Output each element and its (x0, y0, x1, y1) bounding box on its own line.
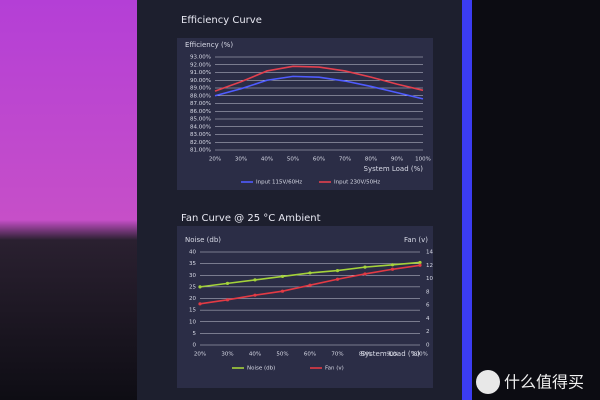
point (363, 265, 367, 269)
y2-tick-label: 4 (426, 316, 430, 322)
point (363, 272, 367, 276)
y2-tick-label: 14 (426, 250, 433, 256)
point (335, 269, 340, 273)
x-axis-label: System Load (%) (364, 165, 424, 173)
y-tick-label: 25 (189, 284, 196, 290)
point (418, 263, 422, 267)
x-tick-label: 20% (209, 157, 221, 163)
y-tick-label: 88.00% (190, 93, 211, 99)
y-tick-label: 30 (189, 273, 196, 279)
y-tick-label: 15 (189, 308, 196, 314)
point (253, 293, 257, 297)
left-glow (0, 0, 140, 400)
watermark-icon (476, 370, 500, 394)
point (390, 263, 395, 267)
chart: Fan Curve @ 25 °C Ambient Noise (db) Fan (… (177, 213, 433, 388)
y-tick-label: 40 (189, 250, 196, 256)
watermark-group: 什么值得买 (476, 370, 584, 394)
y2-tick-label: 2 (426, 329, 430, 335)
point (335, 277, 340, 281)
y-tick-label: 89.00% (190, 86, 211, 92)
y2-tick-label: 10 (426, 276, 433, 282)
x-tick-label: 70% (339, 157, 351, 163)
y-tick-label: 5 (193, 331, 197, 337)
y-tick-label: 93.00% (190, 55, 211, 61)
y-tick-label: 0 (193, 343, 197, 349)
y-tick-label: 92.00% (190, 62, 211, 68)
x-tick-label: 30% (235, 157, 247, 163)
y2-tick-label: 8 (426, 289, 430, 295)
x-axis-label: System Load (%) (361, 350, 421, 358)
point (225, 281, 230, 285)
point (198, 302, 202, 306)
chart-title: Fan Curve @ 25 °C Ambient (181, 213, 321, 224)
y-tick-label: 87.00% (190, 101, 211, 107)
x-tick-label: 30% (221, 352, 233, 358)
series-line (214, 65, 424, 92)
x-tick-label: 60% (304, 352, 316, 358)
chart: Efficiency Curve Efficiency (%) 81.00% 82.0… (177, 15, 433, 190)
point (390, 267, 395, 271)
point (308, 283, 312, 287)
x-tick-label: 90% (386, 352, 398, 358)
point (225, 298, 230, 302)
y-tick-label: 86.00% (190, 109, 211, 115)
x-tick-label: 100% (412, 352, 428, 358)
point (198, 285, 202, 289)
box-edge (462, 0, 472, 400)
chart-panel (177, 226, 433, 388)
legend-label: Fan (v) (325, 366, 344, 372)
legend-label: Noise (db) (247, 366, 275, 372)
x-tick-label: 100% (415, 157, 431, 163)
y-tick-label: 90.00% (190, 78, 211, 84)
y-tick-label: 10 (189, 319, 196, 325)
x-tick-label: 50% (287, 157, 299, 163)
y2-tick-label: 6 (426, 303, 430, 309)
point (253, 278, 257, 282)
y-tick-label: 35 (189, 261, 196, 267)
x-tick-label: 90% (391, 157, 403, 163)
y2-tick-label: 12 (426, 263, 433, 269)
watermark: 什么值得买 (504, 373, 584, 392)
x-tick-label: 60% (313, 157, 325, 163)
x-tick-label: 40% (261, 157, 273, 163)
series-line (214, 75, 424, 100)
x-tick-label: 40% (249, 352, 261, 358)
x-tick-label: 20% (194, 352, 206, 358)
x-tick-label: 50% (276, 352, 288, 358)
point (418, 260, 422, 265)
y-tick-label: 85.00% (190, 117, 211, 123)
y-tick-label: 91.00% (190, 70, 211, 76)
y-tick-label: 83.00% (190, 132, 211, 138)
x-tick-label: 80% (359, 352, 371, 358)
legend-label: Input 230V/50Hz (334, 180, 380, 186)
y2-tick-label: 0 (426, 343, 430, 349)
y-tick-label: 20 (189, 296, 196, 302)
point (280, 289, 285, 293)
y2-axis-label: Fan (v) (404, 236, 428, 244)
y-tick-label: 84.00% (190, 124, 211, 130)
x-tick-label: 70% (331, 352, 343, 358)
chart-title: Efficiency Curve (181, 15, 262, 26)
legend-label: Input 115V/60Hz (256, 180, 302, 186)
x-tick-label: 80% (365, 157, 377, 163)
y-tick-label: 82.00% (190, 140, 211, 146)
y-axis-label: Noise (db) (185, 236, 221, 244)
y-tick-label: 81.00% (190, 148, 211, 154)
point (280, 274, 285, 279)
chart-panel (177, 38, 433, 190)
point (308, 271, 312, 275)
y-axis-label: Efficiency (%) (185, 41, 233, 49)
